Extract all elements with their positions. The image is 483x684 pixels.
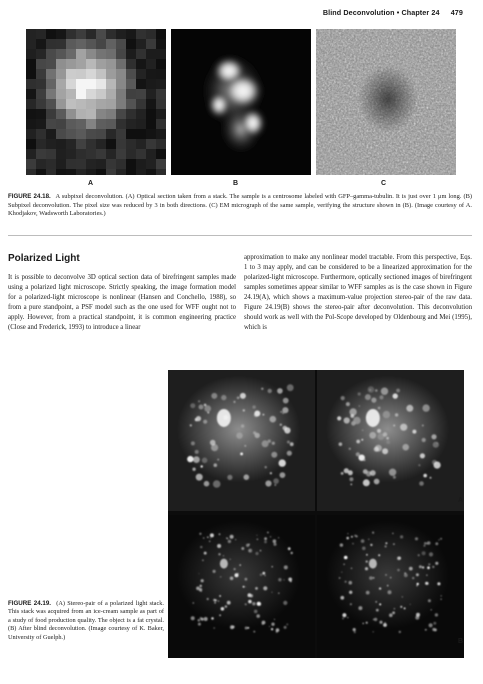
figure-24-19-caption-label: FIGURE 24.19.: [8, 600, 51, 607]
section-title: Polarized Light: [8, 253, 80, 264]
figure-24-18-panel-c-image: [316, 29, 456, 175]
figure-24-18: [26, 29, 456, 175]
chapter-label: Chapter 24: [401, 8, 440, 17]
figure-24-18-label-b: B: [233, 180, 239, 187]
figure-24-19-caption: FIGURE 24.19. (A) Stereo-pair of a polar…: [8, 600, 164, 642]
figure-24-18-caption-label: FIGURE 24.18.: [8, 193, 51, 200]
running-header: Blind Deconvolution • Chapter 24 479: [323, 8, 463, 17]
running-title: Blind Deconvolution: [322, 8, 395, 17]
figure-24-19-label-b: B: [458, 638, 464, 645]
caption-divider: [8, 235, 472, 236]
figure-24-18-caption: FIGURE 24.18. A subpixel deconvolution. …: [8, 193, 472, 219]
page-number: 479: [450, 8, 463, 17]
right-column-paragraph: approximation to make any nonlinear mode…: [244, 254, 472, 331]
figure-24-19: [168, 370, 464, 658]
figure-24-18-label-a: A: [88, 180, 94, 187]
left-column-paragraph: It is possible to deconvolve 3D optical …: [8, 274, 236, 331]
figure-24-19-label-a: A: [458, 497, 464, 504]
figure-24-18-label-c: C: [381, 180, 387, 187]
figure-24-18-caption-text: A subpixel deconvolution. (A) Optical se…: [8, 193, 472, 218]
figure-24-18-panel-b-image: [171, 29, 311, 175]
figure-24-18-panel-a-image: [26, 29, 166, 175]
figure-24-19-caption-text: (A) Stereo-pair of a polarized light sta…: [8, 600, 164, 641]
header-separator: •: [396, 8, 400, 17]
